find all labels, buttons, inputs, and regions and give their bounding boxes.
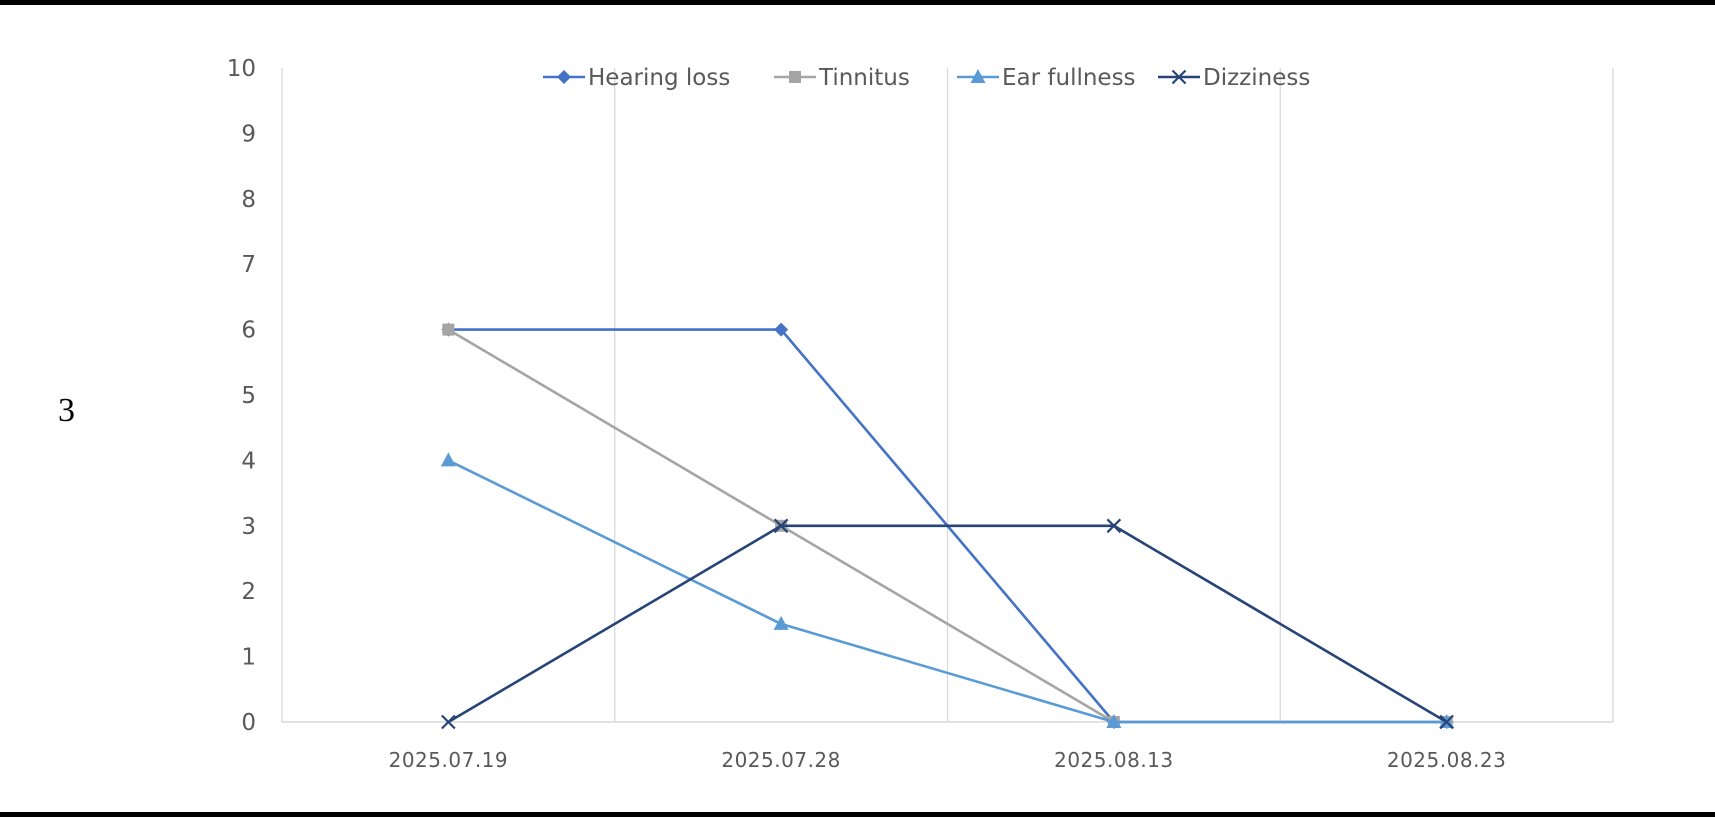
legend-label: Hearing loss [588,65,730,91]
legend-item-ear-fullness: Ear fullness [957,65,1136,91]
legend-marker [557,70,571,84]
y-tick-label: 7 [241,252,256,278]
series-line [447,524,1448,724]
x-tick-label: 2025.07.28 [721,748,841,772]
data-point-marker [773,615,789,630]
y-tick-label: 1 [241,645,256,671]
x-tick-label: 2025.08.23 [1387,748,1507,772]
legend-item-tinnitus: Tinnitus [774,65,910,91]
series-ear-fullness [440,452,1455,728]
x-tick-label: 2025.08.13 [1054,748,1174,772]
y-tick-label: 9 [241,121,256,147]
legend-label: Ear fullness [1002,65,1136,91]
data-point-marker [1106,518,1122,534]
data-point-marker [441,714,456,730]
x-axis-ticks: 2025.07.19 2025.07.28 2025.08.13 2025.08.23 [389,748,1507,772]
y-tick-label: 0 [241,710,256,736]
x-tick-label: 2025.07.19 [389,748,509,772]
legend-marker [970,69,986,83]
series-line [447,459,1447,724]
legend-marker [1171,69,1187,85]
bottom-rule [0,812,1715,817]
chart-legend: Hearing loss Tinnitus Ear fullness Dizzines… [543,65,1310,91]
chart-series [440,322,1455,730]
legend-label: Tinnitus [818,65,910,91]
y-tick-label: 6 [241,318,256,344]
y-axis-ticks: 0 1 2 3 4 5 6 7 8 9 10 [227,56,256,736]
y-tick-label: 4 [241,448,256,474]
data-point-marker [1439,714,1454,730]
legend-marker [789,71,801,83]
data-point-marker [773,518,789,534]
figure-number: 3 [58,392,75,429]
y-tick-label: 2 [241,579,256,605]
legend-item-hearing-loss: Hearing loss [543,65,730,91]
y-tick-label: 10 [227,56,256,82]
top-rule [0,0,1715,5]
y-tick-label: 3 [241,514,256,540]
series-dizziness [441,518,1454,730]
data-point-marker [442,323,455,336]
data-point-marker [1106,714,1122,728]
legend-label: Dizziness [1203,65,1310,91]
data-point-marker [774,322,789,337]
legend-item-dizziness: Dizziness [1158,65,1310,91]
y-tick-label: 5 [241,383,256,409]
y-tick-label: 8 [241,187,256,213]
data-point-marker [440,452,456,467]
